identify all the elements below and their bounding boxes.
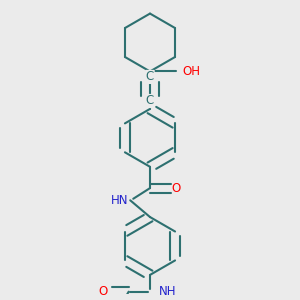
Text: O: O <box>98 285 107 298</box>
Text: O: O <box>172 182 181 195</box>
Text: C: C <box>146 70 154 83</box>
Text: OH: OH <box>182 65 200 78</box>
Text: HN: HN <box>111 194 129 207</box>
Text: C: C <box>146 94 154 107</box>
Text: NH: NH <box>158 285 176 298</box>
